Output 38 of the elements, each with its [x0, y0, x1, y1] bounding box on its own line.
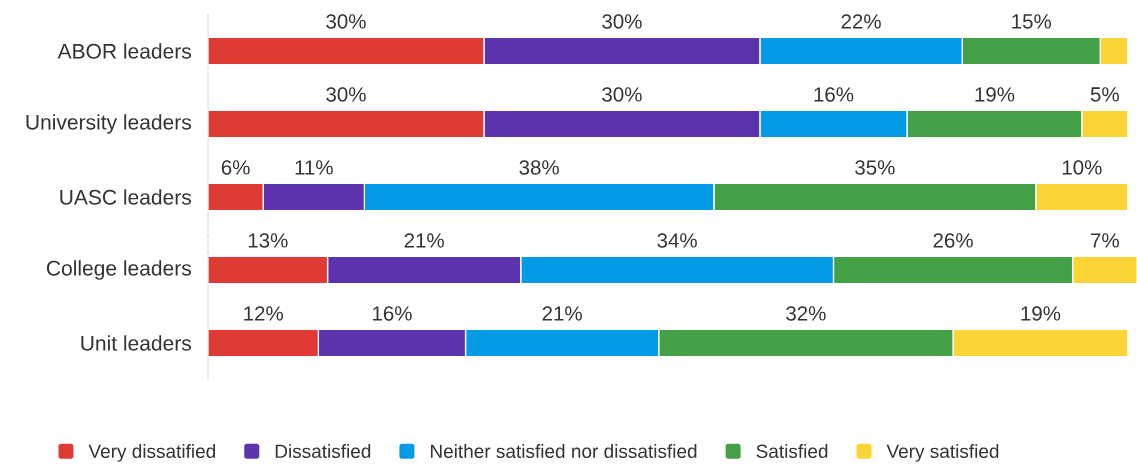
legend-label: Dissatisfied — [275, 444, 371, 459]
y-tick-label: UASC leaders — [60, 189, 191, 205]
data-label: 26% — [933, 233, 973, 248]
y-tick-label: Unit leaders — [81, 335, 191, 351]
bar — [1071, 255, 1137, 285]
data-label: 12% — [244, 306, 283, 321]
bar — [1081, 109, 1129, 139]
data-label: 16% — [373, 306, 412, 321]
data-label: 16% — [814, 87, 854, 102]
data-label: 38% — [519, 160, 559, 175]
data-label: 5% — [1090, 87, 1119, 102]
data-label: 35% — [855, 160, 895, 175]
data-label: 10% — [1062, 160, 1102, 175]
data-label: 6% — [221, 160, 250, 175]
data-label: 30% — [326, 14, 366, 29]
data-label: 32% — [786, 306, 826, 321]
data-label: 30% — [326, 87, 366, 102]
data-label: 11% — [295, 160, 333, 175]
y-tick-label: ABOR leaders — [57, 43, 191, 59]
data-label: 34% — [657, 233, 697, 248]
y-tick-label: College leaders — [46, 260, 191, 280]
legend-label: Very satisfied — [886, 444, 999, 462]
data-label: 21% — [404, 233, 444, 248]
legend-label: Very dissatified — [88, 444, 216, 462]
legend-label: Neither satisfied nor dissatisfied — [430, 444, 697, 459]
bar — [1035, 182, 1129, 212]
data-label: 7% — [1091, 233, 1119, 248]
bar — [952, 328, 1129, 358]
data-label: 21% — [542, 306, 582, 321]
data-label: 22% — [841, 14, 881, 29]
y-tick-label: University leaders — [26, 114, 191, 134]
data-label: 30% — [602, 87, 642, 102]
legend-label: Satisfied — [756, 444, 828, 459]
data-label: 15% — [1012, 14, 1052, 29]
data-label: 19% — [975, 87, 1015, 102]
data-label: 13% — [248, 233, 288, 248]
data-label: 19% — [1021, 306, 1061, 321]
data-label: 30% — [602, 14, 642, 29]
